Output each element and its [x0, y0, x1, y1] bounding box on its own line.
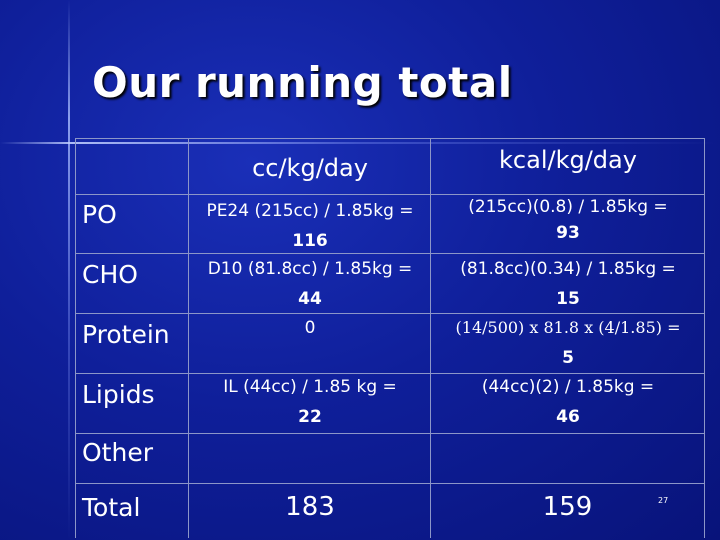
cell-cho-cc: D10 (81.8cc) / 1.85kg = 44 [190, 254, 430, 314]
table-divider [75, 313, 705, 314]
table-divider [75, 253, 705, 254]
cell-total-kcal: 159 [542, 492, 593, 522]
row-label-lipids: Lipids [82, 380, 155, 409]
cell-protein-kcal: (14/500) x 81.8 x (4/1.85) = 5 [432, 313, 704, 373]
cell-value: 44 [298, 289, 322, 309]
row-label-cho: CHO [82, 260, 138, 289]
column-header-kcal: kcal/kg/day [499, 146, 637, 174]
cell-value: 0 [304, 318, 316, 338]
nutrition-table [75, 138, 705, 538]
decorative-vertical-line [68, 0, 70, 540]
table-border-right [704, 138, 705, 538]
cell-value: 93 [556, 223, 580, 243]
cell-expression: D10 (81.8cc) / 1.85kg = [207, 259, 413, 279]
column-header-cc: cc/kg/day [252, 154, 368, 182]
cell-value: 15 [556, 289, 580, 309]
cell-value: 46 [556, 407, 580, 427]
row-label-protein: Protein [82, 320, 170, 349]
cell-value: 5 [562, 348, 574, 368]
slide-title: Our running total [92, 58, 513, 107]
cell-value: 116 [292, 231, 328, 251]
cell-cho-kcal: (81.8cc)(0.34) / 1.85kg = 15 [432, 254, 704, 314]
table-divider [75, 433, 705, 434]
cell-po-cc: PE24 (215cc) / 1.85kg = 116 [190, 196, 430, 256]
row-label-total: Total [82, 493, 141, 522]
cell-expression: (81.8cc)(0.34) / 1.85kg = [460, 259, 676, 279]
table-border-left [75, 138, 76, 538]
cell-expression: IL (44cc) / 1.85 kg = [223, 377, 397, 397]
decorative-horizontal-line [0, 142, 720, 144]
row-label-other: Other [82, 438, 153, 467]
cell-lipids-kcal: (44cc)(2) / 1.85kg = 46 [432, 372, 704, 432]
cell-expression: (14/500) x 81.8 x (4/1.85) = [455, 318, 681, 337]
table-divider [75, 373, 705, 374]
cell-total-cc: 183 [285, 492, 335, 522]
cell-expression: PE24 (215cc) / 1.85kg = [206, 201, 414, 221]
table-border-top [75, 138, 705, 139]
cell-po-kcal: (215cc)(0.8) / 1.85kg = 93 [432, 194, 704, 246]
table-divider [188, 138, 189, 538]
cell-protein-cc: 0 [190, 313, 430, 343]
row-label-po: PO [82, 200, 117, 229]
cell-lipids-cc: IL (44cc) / 1.85 kg = 22 [190, 372, 430, 432]
cell-value: 22 [298, 407, 322, 427]
page-number: 27 [658, 496, 669, 505]
cell-expression: (44cc)(2) / 1.85kg = [481, 377, 655, 397]
cell-expression: (215cc)(0.8) / 1.85kg = [468, 197, 668, 217]
table-divider [75, 483, 705, 484]
table-divider [75, 194, 705, 195]
table-divider [430, 138, 431, 538]
